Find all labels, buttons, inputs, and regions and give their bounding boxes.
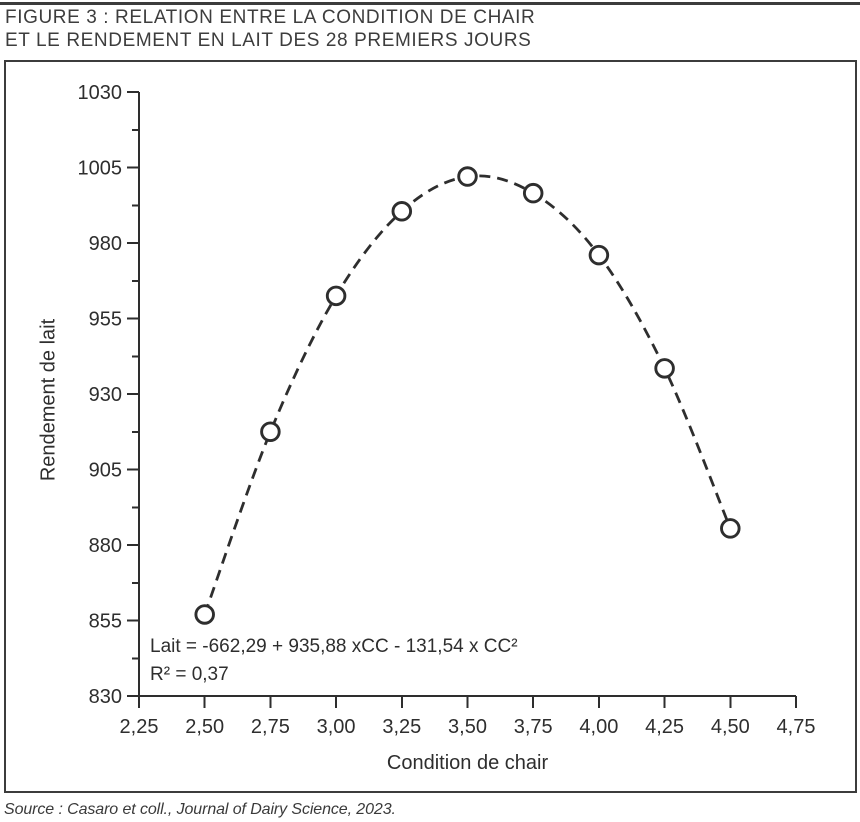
data-point-marker	[194, 604, 215, 625]
y-axis-title: Rendement de lait	[37, 318, 60, 482]
y-tick-label: 930	[89, 384, 122, 406]
regression-curve	[203, 174, 732, 615]
source-caption: Source : Casaro et coll., Journal of Dai…	[4, 801, 396, 818]
y-tick-label: 1005	[78, 158, 123, 180]
y-tick-label: 880	[89, 535, 122, 557]
x-tick-label: 4,75	[777, 716, 816, 738]
figure-title-line1: FIGURE 3 : RELATION ENTRE LA CONDITION D…	[5, 7, 536, 28]
figure-title-line2: ET LE RENDEMENT EN LAIT DES 28 PREMIERS …	[5, 30, 532, 51]
figure-box	[4, 60, 857, 793]
data-point-marker	[260, 421, 281, 443]
x-axis-title: Condition de chair	[386, 752, 549, 774]
x-tick-label: 2,25	[120, 716, 159, 738]
x-tick-label: 3,00	[317, 716, 356, 738]
data-point-marker	[720, 518, 741, 539]
data-point-marker	[391, 201, 413, 222]
r-squared-annotation: R² = 0,37	[150, 664, 229, 685]
y-tick-label: 955	[89, 309, 122, 331]
data-point-marker	[522, 182, 544, 204]
x-tick-label: 4,25	[645, 716, 684, 738]
y-tick-label: 855	[89, 611, 122, 633]
data-point-marker	[588, 244, 610, 266]
data-point-marker	[654, 358, 675, 379]
equation-annotation: Lait = -662,29 + 935,88 xCC - 131,54 x C…	[150, 636, 518, 657]
x-tick-label: 4,00	[579, 716, 618, 738]
x-tick-label: 2,75	[251, 716, 290, 738]
figure-title: FIGURE 3 : RELATION ENTRE LA CONDITION D…	[5, 6, 535, 52]
top-rule	[0, 2, 860, 5]
x-tick-label: 2,50	[185, 716, 224, 738]
y-tick-label: 1030	[78, 82, 123, 104]
y-tick-label: 905	[89, 460, 122, 482]
x-tick-label: 3,25	[382, 716, 421, 738]
y-tick-label: 830	[89, 686, 122, 708]
data-point-marker	[457, 166, 478, 187]
x-tick-label: 3,50	[448, 716, 487, 738]
y-tick-label: 980	[89, 233, 122, 255]
x-tick-label: 4,50	[711, 716, 750, 738]
data-point-marker	[325, 285, 347, 307]
x-tick-label: 3,75	[514, 716, 553, 738]
